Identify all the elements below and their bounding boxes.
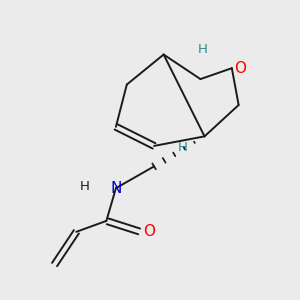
Text: H: H: [80, 180, 89, 193]
Text: H: H: [198, 43, 208, 56]
Text: O: O: [143, 224, 155, 239]
Text: O: O: [235, 61, 247, 76]
Text: N: N: [110, 181, 122, 196]
Text: H: H: [177, 141, 187, 154]
